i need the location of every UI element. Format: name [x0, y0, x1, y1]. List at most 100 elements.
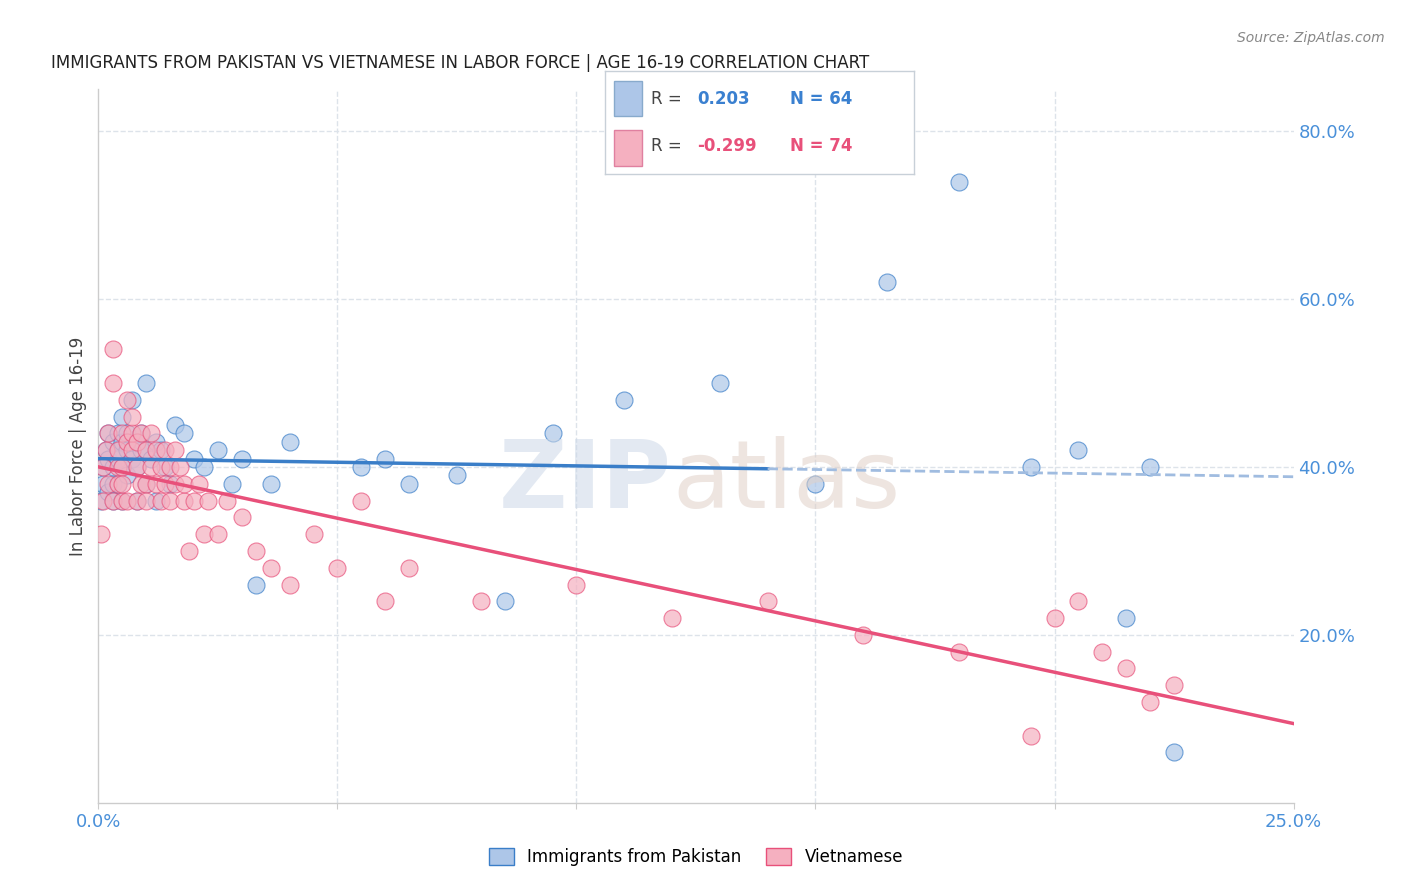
- Point: [187, 476, 209, 491]
- Point: [155, 476, 177, 491]
- Point: [709, 376, 731, 390]
- Point: [115, 426, 138, 441]
- Point: [193, 527, 215, 541]
- Bar: [614, 130, 641, 166]
- Point: [163, 443, 186, 458]
- Point: [107, 460, 129, 475]
- Point: [101, 476, 124, 491]
- Point: [173, 476, 195, 491]
- Point: [90, 527, 112, 541]
- Point: [91, 460, 114, 475]
- Point: [193, 460, 215, 475]
- Point: [155, 460, 177, 475]
- Point: [107, 443, 129, 458]
- Text: R =: R =: [651, 90, 688, 108]
- Point: [91, 476, 114, 491]
- Point: [107, 476, 129, 491]
- Point: [139, 426, 162, 441]
- Text: atlas: atlas: [672, 435, 900, 528]
- Point: [149, 493, 172, 508]
- Point: [125, 434, 148, 449]
- Point: [131, 443, 153, 458]
- Point: [398, 560, 420, 574]
- Point: [145, 493, 167, 508]
- Point: [115, 493, 138, 508]
- Point: [115, 392, 138, 407]
- Point: [125, 460, 148, 475]
- Point: [159, 476, 181, 491]
- Point: [115, 468, 138, 483]
- Text: 0.203: 0.203: [697, 90, 749, 108]
- Point: [155, 443, 177, 458]
- Text: -0.299: -0.299: [697, 137, 756, 155]
- Point: [121, 451, 143, 466]
- Point: [135, 443, 157, 458]
- Point: [97, 476, 120, 491]
- Point: [111, 460, 134, 475]
- Point: [97, 426, 120, 441]
- Point: [1163, 746, 1185, 760]
- Point: [107, 426, 129, 441]
- Point: [278, 434, 301, 449]
- Point: [94, 443, 117, 458]
- Point: [159, 460, 181, 475]
- Point: [179, 544, 201, 558]
- Point: [613, 392, 636, 407]
- Point: [131, 476, 153, 491]
- Point: [374, 451, 396, 466]
- Text: ZIP: ZIP: [499, 435, 672, 528]
- Point: [121, 426, 143, 441]
- Point: [125, 434, 148, 449]
- Point: [350, 460, 373, 475]
- Point: [163, 417, 186, 432]
- Point: [565, 577, 588, 591]
- Point: [91, 493, 114, 508]
- Point: [231, 451, 253, 466]
- Point: [111, 493, 134, 508]
- Point: [97, 426, 120, 441]
- Point: [111, 476, 134, 491]
- Point: [1115, 611, 1137, 625]
- Point: [101, 493, 124, 508]
- Point: [97, 485, 120, 500]
- Point: [541, 426, 564, 441]
- Point: [135, 476, 157, 491]
- Point: [302, 527, 325, 541]
- Point: [1091, 645, 1114, 659]
- Point: [350, 493, 373, 508]
- Point: [107, 451, 129, 466]
- Point: [90, 493, 112, 508]
- Point: [101, 460, 124, 475]
- Point: [149, 460, 172, 475]
- Point: [97, 451, 120, 466]
- Point: [245, 577, 267, 591]
- Point: [107, 476, 129, 491]
- Point: [121, 392, 143, 407]
- Point: [91, 460, 114, 475]
- Point: [1019, 729, 1042, 743]
- Point: [101, 343, 124, 357]
- Point: [135, 443, 157, 458]
- Text: N = 64: N = 64: [790, 90, 852, 108]
- Point: [131, 426, 153, 441]
- Point: [107, 443, 129, 458]
- Point: [111, 493, 134, 508]
- Point: [661, 611, 683, 625]
- Point: [111, 426, 134, 441]
- Point: [121, 409, 143, 424]
- Point: [115, 434, 138, 449]
- Point: [125, 460, 148, 475]
- Point: [145, 443, 167, 458]
- Point: [197, 493, 219, 508]
- Point: [135, 376, 157, 390]
- Point: [1139, 695, 1161, 709]
- Point: [111, 409, 134, 424]
- Point: [121, 443, 143, 458]
- Point: [94, 443, 117, 458]
- Point: [145, 434, 167, 449]
- Text: R =: R =: [651, 137, 688, 155]
- Point: [173, 426, 195, 441]
- Point: [278, 577, 301, 591]
- Point: [145, 476, 167, 491]
- Point: [149, 443, 172, 458]
